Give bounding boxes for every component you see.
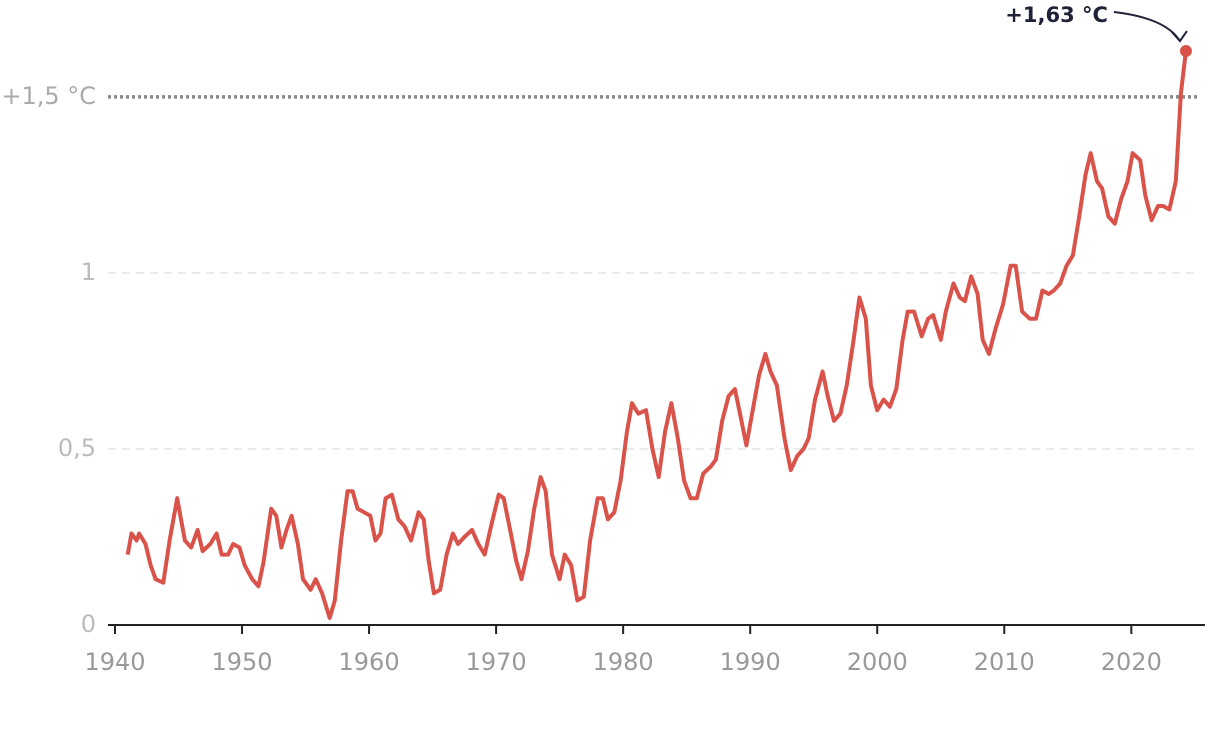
x-tick-label: 2010 — [974, 648, 1035, 676]
y-tick-label: 0 — [81, 610, 96, 638]
y-tick-label: 0,5 — [58, 434, 96, 462]
annotation-arrowhead — [1171, 30, 1188, 43]
x-tick-label: 1960 — [339, 648, 400, 676]
x-tick-label: 1940 — [84, 648, 145, 676]
y-tick-label: +1,5 °C — [1, 82, 96, 110]
annotation: +1,63 °C — [1005, 3, 1108, 27]
annotation-arrow — [1113, 11, 1181, 42]
y-tick-label: 1 — [81, 258, 96, 286]
data-line — [125, 50, 1188, 620]
x-tick-label: 1990 — [720, 648, 781, 676]
x-tick-label: 2020 — [1101, 648, 1162, 676]
end-point — [1179, 45, 1192, 58]
x-tick-label: 1970 — [466, 648, 527, 676]
x-tick-label: 1980 — [593, 648, 654, 676]
x-tick-label: 2000 — [847, 648, 908, 676]
x-tick-label: 1950 — [211, 648, 272, 676]
